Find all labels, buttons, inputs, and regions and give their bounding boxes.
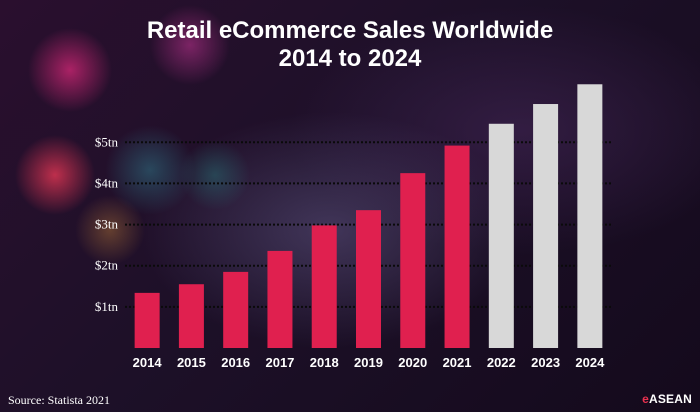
bars bbox=[134, 84, 603, 349]
y-tick-label: $5tn bbox=[95, 134, 119, 149]
y-tick-label: $1tn bbox=[95, 299, 119, 314]
y-tick-label: $2tn bbox=[95, 258, 119, 273]
bar-2015 bbox=[178, 284, 204, 348]
x-tick-label: 2023 bbox=[531, 355, 560, 370]
y-tick-label: $4tn bbox=[95, 175, 119, 190]
bar-2023 bbox=[533, 104, 559, 348]
brand-logo: eASEAN bbox=[642, 392, 692, 406]
source-note: Source: Statista 2021 bbox=[8, 393, 110, 407]
bar-2018 bbox=[311, 225, 337, 348]
x-tick-label: 2017 bbox=[265, 355, 294, 370]
chart-title-line-1: Retail eCommerce Sales Worldwide bbox=[147, 17, 553, 44]
bar-2020 bbox=[400, 173, 426, 348]
gridlines bbox=[125, 141, 612, 308]
x-tick-label: 2014 bbox=[133, 355, 163, 370]
y-tick-label: $3tn bbox=[95, 217, 119, 232]
x-tick-label: 2022 bbox=[487, 355, 516, 370]
bar-2021 bbox=[444, 145, 470, 348]
bar-2017 bbox=[267, 250, 293, 348]
brand-logo-prefix: e bbox=[642, 392, 649, 406]
brand-logo-name: ASEAN bbox=[648, 392, 692, 406]
x-tick-label: 2024 bbox=[575, 355, 605, 370]
bar-2024 bbox=[577, 84, 603, 348]
bar-2022 bbox=[488, 123, 514, 349]
x-tick-label: 2021 bbox=[443, 355, 472, 370]
x-tick-label: 2019 bbox=[354, 355, 383, 370]
x-tick-label: 2018 bbox=[310, 355, 339, 370]
chart-title-line-2: 2014 to 2024 bbox=[279, 45, 422, 72]
bar-2016 bbox=[223, 271, 249, 348]
y-axis-ticks: $1tn $2tn $3tn $4tn $5tn bbox=[95, 134, 119, 314]
bar-2019 bbox=[356, 210, 381, 348]
bar-2014 bbox=[134, 292, 160, 348]
x-tick-label: 2016 bbox=[221, 355, 250, 370]
x-axis-ticks: 2014 2015 2016 2017 2018 2019 2020 2021 2022 2023… bbox=[133, 355, 605, 370]
x-tick-label: 2015 bbox=[177, 355, 206, 370]
x-tick-label: 2020 bbox=[398, 355, 427, 370]
